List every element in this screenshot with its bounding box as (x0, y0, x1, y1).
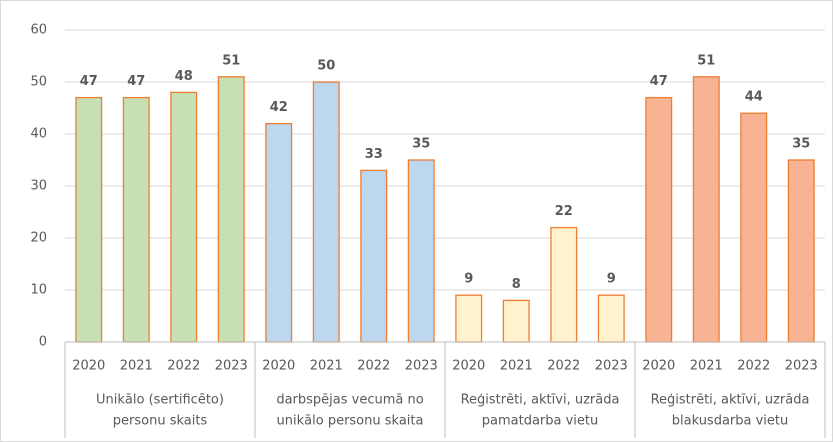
y-tick-label: 20 (30, 231, 47, 246)
x-tick-label: 2020 (262, 359, 295, 374)
group-label: personu skaits (113, 414, 208, 429)
y-tick-label: 0 (39, 335, 47, 350)
bar (122, 96, 150, 343)
value-label: 51 (697, 53, 715, 68)
bar (692, 76, 720, 343)
bar (312, 81, 340, 343)
bar (407, 159, 435, 343)
bar (170, 91, 198, 343)
value-label: 51 (222, 53, 240, 68)
value-label: 42 (270, 100, 288, 115)
bar (597, 294, 625, 343)
bar (217, 76, 245, 343)
x-tick-label: 2020 (72, 359, 105, 374)
bar (550, 226, 578, 343)
x-tick-label: 2020 (452, 359, 485, 374)
y-tick-label: 60 (30, 23, 47, 38)
group-label: Unikālo (sertificēto) (96, 393, 224, 408)
x-tick-label: 2020 (642, 359, 675, 374)
x-tick-label: 2021 (500, 359, 533, 374)
bar (502, 299, 530, 343)
bar (265, 122, 293, 343)
x-tick-label: 2022 (547, 359, 580, 374)
y-tick-label: 10 (30, 283, 47, 298)
value-label: 33 (365, 147, 383, 162)
value-label: 47 (650, 74, 668, 89)
x-tick-label: 2023 (405, 359, 438, 374)
bar (740, 112, 768, 343)
y-tick-label: 50 (30, 75, 47, 90)
x-tick-label: 2022 (357, 359, 390, 374)
bar (75, 96, 103, 343)
group-label: Reģistrēti, aktīvi, uzrāda (461, 393, 620, 408)
bar (645, 96, 673, 343)
group-label: unikālo personu skaita (277, 414, 424, 429)
value-label: 48 (175, 69, 193, 84)
bar (455, 294, 483, 343)
x-tick-label: 2023 (595, 359, 628, 374)
bar (360, 169, 388, 343)
value-label: 9 (607, 272, 616, 287)
x-tick-label: 2021 (690, 359, 723, 374)
value-label: 22 (555, 204, 573, 219)
x-tick-label: 2022 (737, 359, 770, 374)
y-tick-label: 40 (30, 127, 47, 142)
y-tick-label: 30 (30, 179, 47, 194)
value-label: 35 (412, 137, 430, 152)
bar (787, 159, 815, 343)
x-tick-label: 2021 (120, 359, 153, 374)
x-tick-label: 2022 (167, 359, 200, 374)
value-label: 50 (317, 59, 335, 74)
group-label: darbspējas vecumā no (276, 393, 423, 408)
value-label: 47 (127, 74, 145, 89)
group-label: Reģistrēti, aktīvi, uzrāda (651, 393, 810, 408)
value-label: 47 (80, 74, 98, 89)
value-label: 9 (464, 272, 473, 287)
x-tick-label: 2023 (785, 359, 818, 374)
group-label: blakusdarba vietu (672, 414, 789, 429)
x-tick-label: 2021 (310, 359, 343, 374)
group-label: pamatdarba vietu (482, 414, 599, 429)
value-label: 8 (512, 277, 521, 292)
value-label: 35 (792, 137, 810, 152)
value-label: 44 (745, 90, 763, 105)
x-tick-label: 2023 (215, 359, 248, 374)
